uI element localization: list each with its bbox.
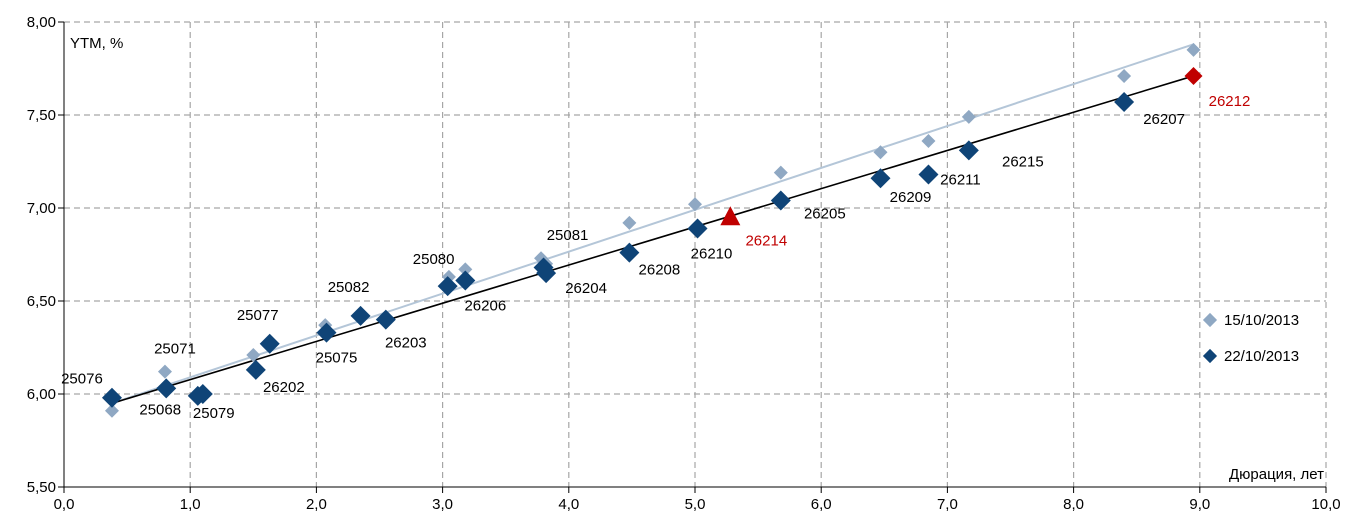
data-point-22-10-2013: [959, 140, 979, 160]
point-label: 26205: [804, 206, 846, 223]
legend-marker-15-10-2013: [1203, 313, 1217, 327]
trend-line-22-10-2013: [112, 76, 1194, 403]
x-tick-label: 4,0: [558, 496, 579, 513]
point-label: 26211: [940, 172, 981, 189]
point-label: 26215: [1002, 153, 1044, 170]
point-label: 25082: [328, 279, 370, 296]
x-axis-title: Дюрация, лет: [1229, 466, 1324, 483]
data-point-22-10-2013: [918, 165, 938, 185]
data-point-15-10-2013: [1117, 69, 1131, 83]
x-tick-label: 9,0: [1189, 496, 1210, 513]
x-tick-label: 2,0: [306, 496, 327, 513]
legend-label-15-10-2013: 15/10/2013: [1224, 312, 1299, 329]
point-label: 25077: [237, 307, 279, 324]
x-tick-label: 3,0: [432, 496, 453, 513]
point-label: 26209: [890, 189, 932, 206]
x-tick-label: 5,0: [685, 496, 706, 513]
legend-marker-22-10-2013: [1203, 349, 1217, 363]
point-label: 26204: [565, 280, 607, 297]
point-label: 25080: [413, 251, 455, 268]
x-tick-label: 0,0: [54, 496, 75, 513]
data-point-15-10-2013: [158, 365, 172, 379]
y-tick-label: 7,00: [27, 200, 56, 217]
annotation-label: 25071: [154, 341, 196, 358]
trend-lines: [112, 44, 1194, 403]
data-points: [102, 43, 1203, 418]
data-point-15-10-2013: [774, 166, 788, 180]
legend-label-22-10-2013: 22/10/2013: [1224, 348, 1299, 365]
y-axis-title: YTM, %: [70, 35, 123, 52]
data-point-22-10-2013: [102, 388, 122, 408]
data-point-15-10-2013: [622, 216, 636, 230]
point-label: 26210: [691, 245, 733, 262]
y-tick-label: 6,50: [27, 293, 56, 310]
point-label: 26206: [464, 298, 506, 315]
trend-line-15-10-2013: [112, 44, 1194, 403]
x-tick-label: 7,0: [937, 496, 958, 513]
data-point-22-10-2013: [260, 334, 280, 354]
y-tick-label: 8,00: [27, 14, 56, 31]
data-point-15-10-2013: [921, 134, 935, 148]
point-label: 25068: [139, 401, 181, 418]
x-tick-label: 8,0: [1063, 496, 1084, 513]
point-label: 26202: [263, 379, 305, 396]
highlight-label: 26212: [1209, 93, 1251, 110]
legend: 15/10/2013 22/10/2013: [1203, 312, 1299, 365]
x-tick-label: 6,0: [811, 496, 832, 513]
data-point-15-10-2013: [962, 110, 976, 124]
data-point-22-10-2013: [688, 218, 708, 238]
y-tick-label: 5,50: [27, 479, 56, 496]
axes: 0,0 1,0 2,0 3,0 4,0 5,0 6,0 7,0 8,0 9,0 10,0 8,00 7,…: [27, 14, 1341, 513]
point-label: 25075: [316, 350, 358, 367]
x-tick-label: 1,0: [180, 496, 201, 513]
y-tick-label: 7,50: [27, 107, 56, 124]
data-point-22-10-2013: [246, 360, 266, 380]
data-point-22-10-2013: [438, 276, 458, 296]
point-label: 25076: [61, 371, 103, 388]
annotation-label: 25081: [547, 227, 589, 244]
y-tick-label: 6,00: [27, 386, 56, 403]
point-labels: 25076 25068 25079 26202 25077 25075 25082 26203…: [61, 93, 1250, 422]
point-label: 26207: [1143, 111, 1185, 128]
point-label: 26208: [639, 262, 681, 279]
data-point-22-10-2013: [871, 168, 891, 188]
point-label: 25079: [193, 405, 235, 422]
data-point-22-10-2013: [619, 243, 639, 263]
data-point-22-10-2013: [156, 378, 176, 398]
x-tick-label: 10,0: [1311, 496, 1340, 513]
point-label: 26203: [385, 335, 427, 352]
data-point-22-10-2013: [376, 310, 396, 330]
highlight-point-26214: [720, 206, 740, 225]
highlight-label: 26214: [745, 232, 787, 249]
